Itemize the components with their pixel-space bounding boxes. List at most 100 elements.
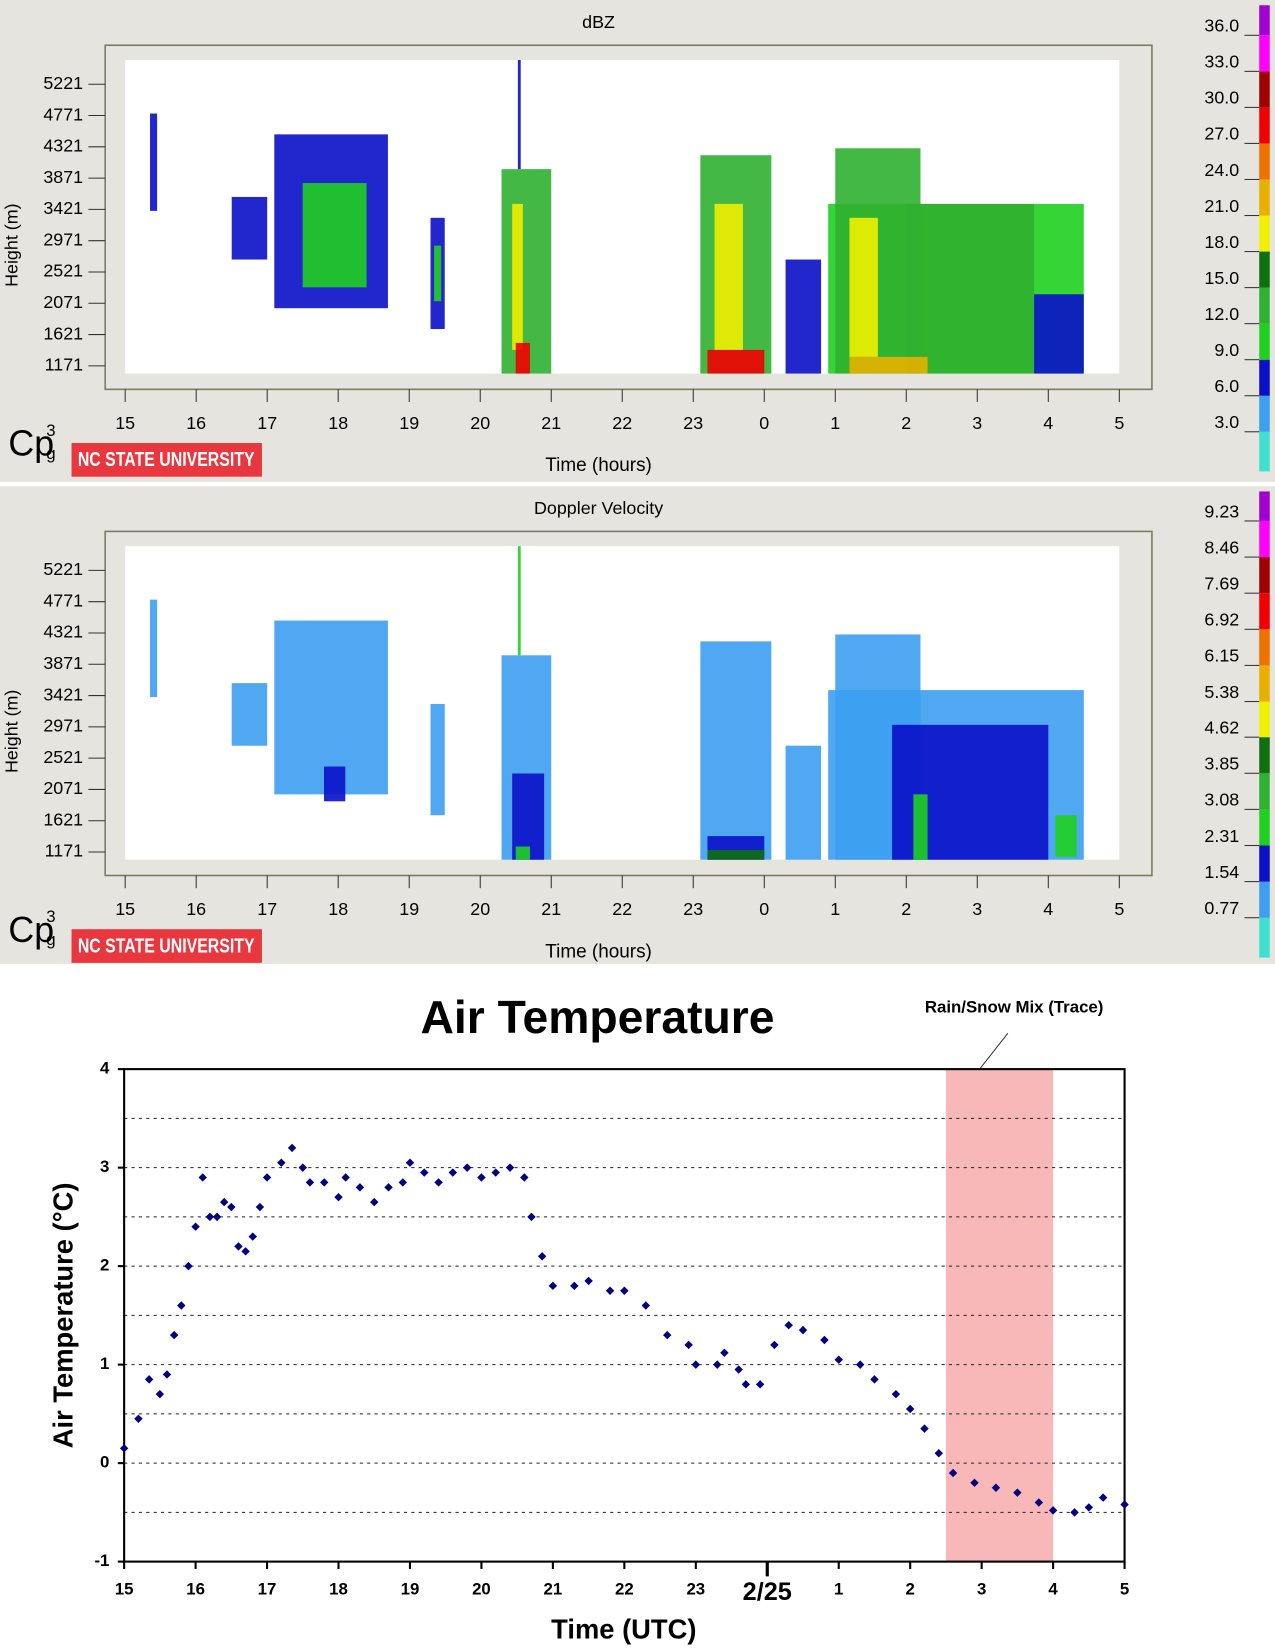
- x-tick-label: 18: [328, 413, 348, 433]
- y-tick-label: 2071: [43, 292, 83, 312]
- colorbar-segment: [1259, 5, 1270, 36]
- data-point: [198, 1173, 207, 1182]
- colorbar-label: 27.0: [1204, 124, 1239, 144]
- x-tick-label: 17: [257, 413, 277, 433]
- annotation-leader: [980, 1033, 1009, 1069]
- y-tick-label: 1621: [43, 323, 83, 343]
- x-tick-label: 3: [972, 899, 982, 919]
- chart-title: dBZ: [582, 12, 615, 32]
- y-tick-label: 3: [100, 1157, 109, 1176]
- data-point: [398, 1178, 408, 1187]
- echo: [785, 259, 822, 374]
- badge: Cp: [8, 910, 54, 950]
- data-point: [620, 1286, 629, 1295]
- data-point: [219, 1197, 229, 1207]
- colorbar-label: 7.69: [1204, 573, 1239, 593]
- chart-title: Air Temperature: [421, 991, 775, 1043]
- colorbar-segment: [1259, 215, 1270, 252]
- echo: [1034, 294, 1084, 374]
- x-tick-label: 22: [612, 899, 632, 919]
- data-point: [405, 1158, 415, 1167]
- data-point: [713, 1360, 722, 1369]
- x-axis-title: Time (hours): [545, 455, 652, 476]
- data-point: [641, 1301, 650, 1310]
- logo: NC STATE UNIVERSITY: [78, 449, 255, 471]
- data-point: [234, 1242, 243, 1251]
- echo: [849, 356, 928, 374]
- x-tick-label: 5: [1114, 899, 1124, 919]
- echo: [707, 849, 765, 860]
- y-tick-label: 5221: [43, 73, 83, 93]
- y-tick-label: 2521: [43, 261, 83, 281]
- echo: [913, 794, 928, 860]
- badge: g: [46, 444, 55, 463]
- data-point: [184, 1261, 193, 1271]
- x-tick-label: 23: [683, 899, 703, 919]
- data-point: [144, 1375, 154, 1384]
- colorbar-segment: [1259, 179, 1270, 216]
- echo: [150, 599, 158, 698]
- data-point: [527, 1212, 536, 1222]
- colorbar-segment: [1259, 845, 1270, 882]
- y-tick-label: 4771: [43, 104, 83, 124]
- y-tick-label: 1: [100, 1354, 109, 1373]
- data-point: [169, 1330, 179, 1340]
- y-tick-label: 4321: [43, 622, 83, 642]
- x-tick-label: 3: [972, 413, 982, 433]
- y-axis-title: Height (m): [1, 203, 21, 286]
- echo: [150, 113, 158, 211]
- data-point: [248, 1232, 257, 1241]
- colorbar-label: 8.46: [1204, 537, 1239, 557]
- data-point: [334, 1192, 343, 1202]
- data-point: [420, 1168, 429, 1177]
- colorbar-segment: [1259, 737, 1270, 774]
- colorbar-segment: [1259, 323, 1270, 360]
- data-point: [720, 1348, 729, 1358]
- x-tick-label: 23: [686, 1579, 705, 1598]
- y-tick-label: 2971: [43, 716, 83, 736]
- data-point: [177, 1301, 186, 1310]
- data-point: [462, 1163, 472, 1172]
- data-point: [798, 1325, 808, 1335]
- colorbar-label: 6.92: [1204, 610, 1239, 630]
- colorbar-label: 30.0: [1204, 88, 1239, 108]
- y-axis-title: Height (m): [1, 690, 21, 773]
- data-point: [341, 1173, 350, 1182]
- echo: [517, 546, 521, 656]
- data-point: [934, 1449, 943, 1458]
- echo: [231, 196, 268, 260]
- x-tick-label: 2: [901, 899, 911, 919]
- x-tick-label: 15: [115, 1579, 134, 1598]
- colorbar-label: 24.0: [1204, 160, 1239, 180]
- echo: [324, 766, 346, 802]
- y-tick-label: -1: [94, 1551, 109, 1570]
- data-point: [1048, 1506, 1058, 1515]
- colorbar-segment: [1259, 287, 1270, 324]
- data-point: [212, 1212, 222, 1222]
- y-tick-label: 1171: [45, 841, 83, 861]
- y-tick-label: 5221: [43, 559, 83, 579]
- echo: [517, 59, 521, 170]
- chart-title: Doppler Velocity: [534, 498, 663, 518]
- x-tick-label: 5: [1114, 413, 1124, 433]
- data-point: [1013, 1488, 1022, 1497]
- echo: [714, 203, 743, 350]
- x-tick-label: 4: [1048, 1579, 1058, 1598]
- colorbar-label: 2.31: [1204, 826, 1239, 846]
- echo: [434, 245, 442, 302]
- y-tick-label: 2521: [43, 747, 83, 767]
- y-tick-label: 3871: [43, 167, 83, 187]
- badge: Cp: [8, 424, 54, 464]
- x-tick-label: 17: [258, 1579, 277, 1598]
- x-tick-label: 15: [115, 413, 135, 433]
- badge: 3: [46, 421, 55, 440]
- colorbar-segment: [1259, 359, 1270, 396]
- x-tick-label: 19: [399, 413, 419, 433]
- data-point: [605, 1286, 615, 1295]
- y-tick-label: 3421: [43, 198, 83, 218]
- x-tick-label: 21: [544, 1579, 563, 1598]
- y-tick-label: 4771: [43, 590, 83, 610]
- x-tick-label: 18: [328, 899, 348, 919]
- data-point: [448, 1168, 458, 1177]
